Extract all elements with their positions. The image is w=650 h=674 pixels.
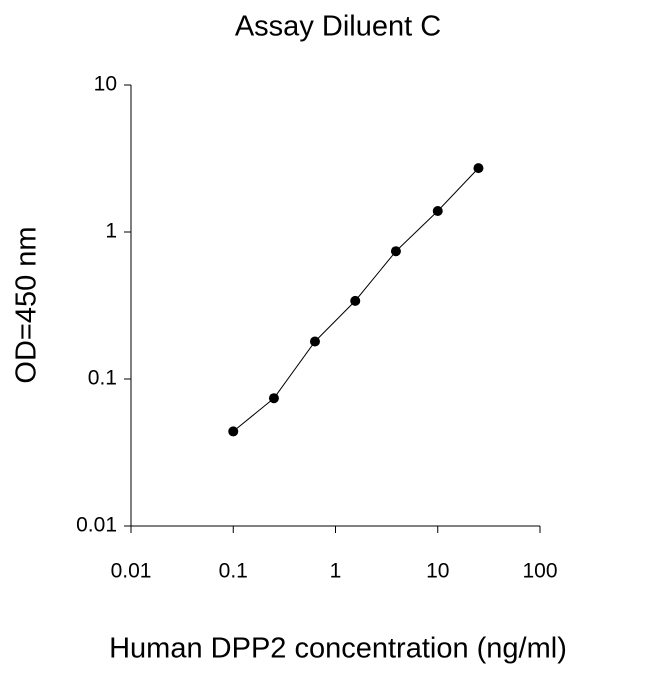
y-axis-label: OD=450 nm bbox=[11, 226, 43, 383]
data-point bbox=[309, 336, 320, 347]
data-point bbox=[228, 426, 239, 437]
x-axis-label: Human DPP2 concentration (ng/ml) bbox=[109, 633, 567, 665]
x-tick-label: 10 bbox=[426, 560, 449, 583]
y-tick-label: 0.1 bbox=[88, 367, 117, 390]
data-point bbox=[432, 205, 443, 216]
chart-title: Assay Diluent C bbox=[235, 11, 441, 43]
x-tick-label: 0.1 bbox=[219, 560, 248, 583]
x-tick-label: 100 bbox=[522, 560, 557, 583]
x-tick-label: 1 bbox=[330, 560, 342, 583]
x-tick-label: 0.01 bbox=[111, 560, 152, 583]
data-point bbox=[268, 393, 279, 404]
data-point bbox=[473, 163, 484, 174]
data-point bbox=[390, 246, 401, 257]
y-tick-label: 10 bbox=[94, 73, 117, 96]
data-point bbox=[350, 295, 361, 306]
y-tick-label: 0.01 bbox=[76, 514, 117, 537]
y-tick-label: 1 bbox=[105, 220, 117, 243]
